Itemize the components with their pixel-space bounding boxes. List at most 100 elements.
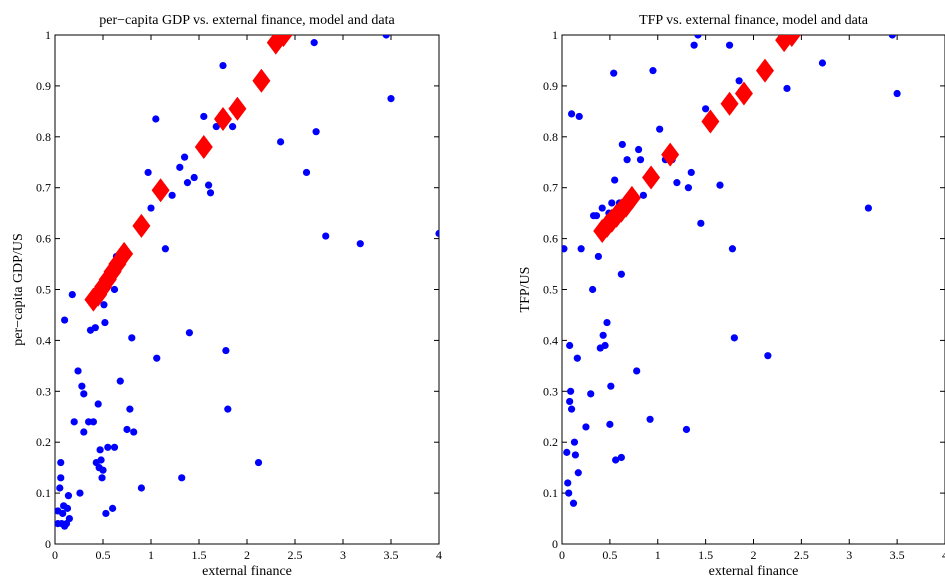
data-point bbox=[152, 115, 160, 123]
y-tick-label: 1 bbox=[45, 28, 51, 42]
data-point bbox=[694, 35, 702, 39]
data-point bbox=[78, 382, 86, 390]
model-point bbox=[642, 165, 661, 190]
data-point bbox=[603, 318, 611, 327]
data-point bbox=[764, 352, 772, 360]
model-point bbox=[252, 68, 271, 93]
data-point bbox=[68, 290, 76, 299]
x-tick-label: 2.5 bbox=[288, 548, 303, 562]
data-point bbox=[205, 181, 213, 189]
x-tick-label: 0 bbox=[559, 548, 565, 562]
data-point bbox=[224, 405, 232, 413]
data-point bbox=[147, 204, 155, 212]
data-point bbox=[575, 112, 583, 121]
axes-box bbox=[561, 34, 945, 545]
data-point bbox=[573, 354, 581, 362]
data-point bbox=[646, 415, 654, 423]
data-point bbox=[302, 168, 311, 177]
data-point bbox=[322, 232, 330, 240]
data-point bbox=[565, 489, 573, 497]
data-point bbox=[610, 69, 618, 77]
data-point bbox=[109, 504, 117, 512]
data-point bbox=[617, 270, 625, 278]
data-point bbox=[222, 346, 230, 355]
x-tick-label: 3.5 bbox=[384, 548, 399, 562]
data-point bbox=[656, 125, 664, 133]
data-point bbox=[635, 145, 643, 154]
data-point bbox=[611, 176, 619, 184]
data-point bbox=[633, 367, 641, 375]
data-point bbox=[606, 420, 614, 428]
data-point bbox=[435, 229, 439, 238]
data-point bbox=[130, 428, 138, 436]
data-point bbox=[89, 418, 97, 426]
plot-area: 0 0.5 1 1.5 2 2.5 3 3.5 4 0 0.1 0.2 0.3 0.4 0.5 0.6 0.7 0… bbox=[36, 28, 442, 562]
chart-title: TFP vs. external finance, model and data bbox=[639, 13, 869, 28]
data-point bbox=[617, 453, 625, 462]
model-point bbox=[214, 106, 232, 131]
data-point bbox=[888, 35, 896, 39]
data-point bbox=[144, 168, 152, 177]
y-tick-label: 0.9 bbox=[36, 79, 51, 93]
y-tick-label: 0.8 bbox=[36, 130, 51, 144]
data-point bbox=[176, 163, 184, 171]
data-point bbox=[128, 334, 136, 342]
data-point bbox=[687, 168, 695, 177]
x-tick-label: 4 bbox=[942, 548, 945, 562]
data-point bbox=[254, 458, 263, 467]
data-point bbox=[56, 484, 64, 492]
data-point bbox=[63, 504, 72, 512]
data-point bbox=[608, 199, 616, 207]
x-axis-label: external finance bbox=[202, 564, 292, 579]
y-tick-label: 0.3 bbox=[543, 384, 558, 398]
data-point bbox=[623, 156, 631, 164]
data-point bbox=[161, 245, 169, 253]
plot-area: 0 0.5 1 1.5 2 2.5 3 3.5 4 0 0.1 0.2 0.3 0.4 0.5 0.6 0.7 0… bbox=[543, 28, 945, 562]
data-point bbox=[153, 354, 161, 362]
data-point bbox=[716, 181, 724, 189]
y-tick-label: 0.5 bbox=[36, 283, 51, 297]
model-point bbox=[661, 142, 680, 167]
y-tick-label: 0.2 bbox=[543, 435, 558, 449]
data-point bbox=[728, 245, 737, 253]
data-point bbox=[636, 156, 645, 164]
model-series bbox=[84, 35, 293, 312]
y-tick-label: 0.6 bbox=[36, 232, 51, 246]
data-point bbox=[567, 387, 575, 395]
data-point bbox=[98, 474, 106, 482]
data-point bbox=[587, 390, 595, 398]
data-point bbox=[607, 382, 615, 390]
data-point bbox=[783, 84, 791, 93]
model-point bbox=[701, 109, 720, 134]
x-tick-label: 1 bbox=[655, 548, 661, 562]
data-point bbox=[126, 405, 134, 413]
data-point bbox=[697, 219, 705, 227]
data-point bbox=[212, 123, 220, 131]
data-point bbox=[64, 492, 73, 500]
data-point bbox=[571, 451, 580, 459]
marks bbox=[562, 35, 901, 507]
data-point bbox=[577, 245, 585, 253]
data-point bbox=[229, 123, 237, 131]
data-point bbox=[76, 489, 84, 497]
x-tick-label: 2 bbox=[751, 548, 757, 562]
data-point bbox=[312, 128, 320, 136]
data-point bbox=[80, 390, 88, 398]
data-point bbox=[101, 318, 109, 327]
data-point bbox=[567, 405, 576, 413]
data-point bbox=[639, 191, 647, 199]
y-tick-label: 0.1 bbox=[543, 486, 558, 500]
y-tick-label: 0.4 bbox=[36, 333, 51, 347]
data-point bbox=[594, 252, 602, 261]
data-point bbox=[598, 204, 606, 212]
data-point bbox=[57, 474, 65, 482]
data-point bbox=[566, 341, 574, 350]
data-point bbox=[100, 301, 108, 309]
data-point bbox=[612, 456, 620, 464]
data-point bbox=[200, 112, 208, 121]
data-point bbox=[96, 446, 104, 454]
data-point bbox=[682, 425, 691, 434]
data-point bbox=[356, 240, 364, 248]
data-point bbox=[563, 448, 571, 456]
